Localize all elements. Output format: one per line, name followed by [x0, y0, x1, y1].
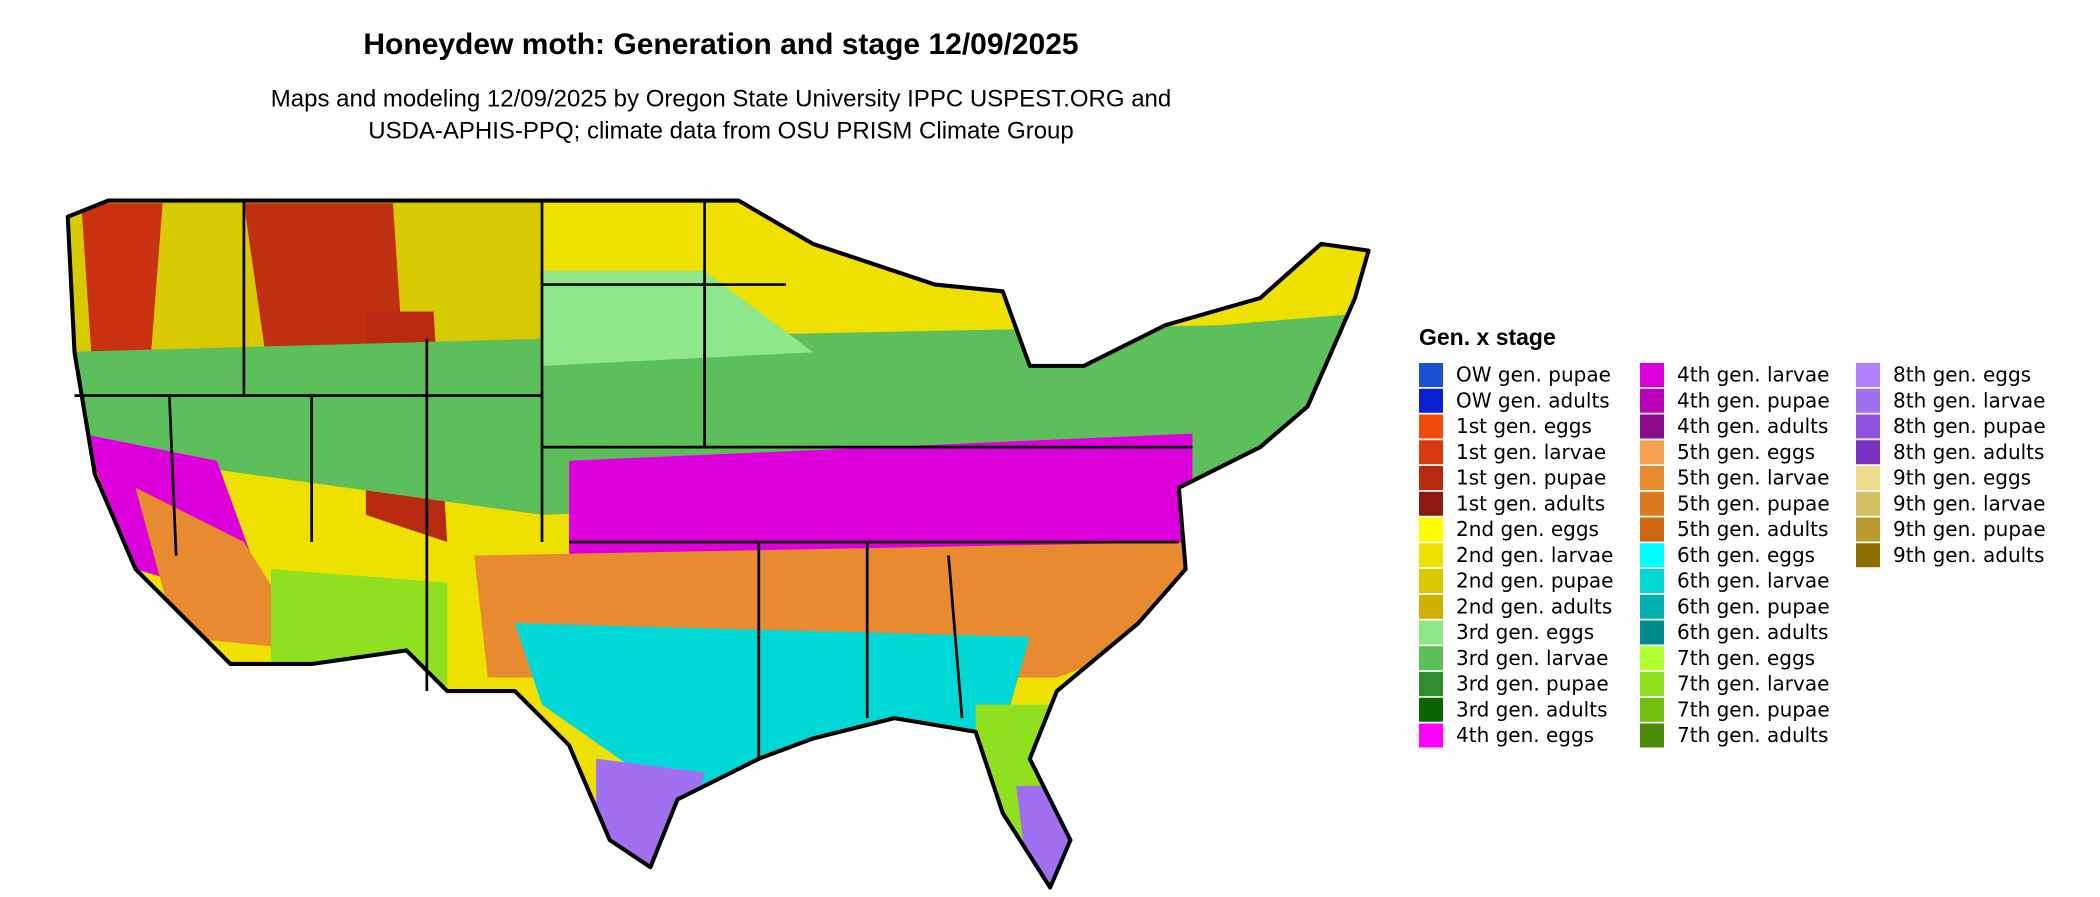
legend-swatch — [1640, 672, 1664, 696]
legend-swatch — [1640, 723, 1664, 748]
legend-label: 7th gen. larvae — [1677, 672, 1829, 696]
legend-swatch — [1856, 388, 1880, 413]
legend-swatch — [1419, 363, 1443, 387]
legend-swatch — [1419, 466, 1443, 490]
legend-swatch — [1640, 517, 1664, 542]
legend-swatch — [1640, 646, 1664, 671]
legend-swatch — [1640, 594, 1664, 619]
legend-label: 6th gen. adults — [1677, 620, 1828, 644]
legend-label: 5th gen. pupae — [1677, 491, 1830, 515]
legend-label: 9th gen. adults — [1893, 543, 2044, 567]
legend-swatch — [1419, 414, 1443, 439]
legend-label: 3rd gen. pupae — [1456, 672, 1609, 696]
legend-label: 7th gen. pupae — [1677, 697, 1830, 721]
legend-label: 8th gen. pupae — [1893, 414, 2046, 438]
legend-label: 2nd gen. adults — [1456, 594, 1612, 618]
legend-label: 3rd gen. adults — [1456, 697, 1607, 721]
legend-swatch — [1419, 672, 1443, 696]
legend-label: OW gen. pupae — [1456, 363, 1611, 387]
legend-swatch — [1419, 620, 1443, 645]
legend-swatch — [1640, 491, 1664, 516]
legend-label: 1st gen. pupae — [1456, 466, 1606, 490]
legend-swatch — [1856, 466, 1880, 490]
legend-label: 8th gen. adults — [1893, 440, 2044, 464]
legend-label: 7th gen. eggs — [1677, 646, 1815, 670]
legend-swatch — [1856, 491, 1880, 516]
legend-label: 4th gen. pupae — [1677, 388, 1830, 412]
legend-label: 7th gen. adults — [1677, 723, 1828, 747]
legend-label: 4th gen. adults — [1677, 414, 1828, 438]
legend-label: 6th gen. larvae — [1677, 569, 1829, 593]
legend-swatch — [1640, 414, 1664, 439]
legend-label: 8th gen. eggs — [1893, 363, 2031, 387]
legend-swatch — [1419, 697, 1443, 722]
legend-swatch — [1419, 646, 1443, 671]
legend-swatch — [1419, 491, 1443, 516]
legend-swatch — [1419, 569, 1443, 593]
legend-swatch — [1640, 697, 1664, 722]
legend-label: 2nd gen. eggs — [1456, 517, 1599, 541]
legend-swatch — [1419, 440, 1443, 465]
legend-label: OW gen. adults — [1456, 388, 1610, 412]
legend-swatch — [1640, 543, 1664, 568]
legend-label: 2nd gen. larvae — [1456, 543, 1613, 567]
legend-label: 1st gen. eggs — [1456, 414, 1592, 438]
subtitle: USDA-APHIS-PPQ; climate data from OSU PR… — [368, 117, 1074, 144]
title: Honeydew moth: Generation and stage 12/0… — [363, 28, 1078, 61]
legend-swatch — [1856, 363, 1880, 387]
legend-swatch — [1640, 440, 1664, 465]
legend-label: 9th gen. larvae — [1893, 491, 2045, 515]
legend-label: 3rd gen. eggs — [1456, 620, 1594, 644]
legend-label: 1st gen. adults — [1456, 491, 1605, 515]
legend-label: 6th gen. pupae — [1677, 594, 1830, 618]
legend-swatch — [1640, 363, 1664, 387]
legend-label: 2nd gen. pupae — [1456, 569, 1613, 593]
legend-label: 3rd gen. larvae — [1456, 646, 1608, 670]
legend-swatch — [1640, 620, 1664, 645]
legend-swatch — [1856, 440, 1880, 465]
legend-swatch — [1419, 388, 1443, 413]
legend-swatch — [1856, 517, 1880, 542]
legend-label: 6th gen. eggs — [1677, 543, 1815, 567]
legend-swatch — [1419, 543, 1443, 568]
legend-swatch — [1640, 569, 1664, 593]
legend-label: 5th gen. eggs — [1677, 440, 1815, 464]
legend-title: Gen. x stage — [1419, 324, 1556, 350]
legend-label: 8th gen. larvae — [1893, 388, 2045, 412]
legend-swatch — [1856, 543, 1880, 568]
legend-swatch — [1640, 466, 1664, 490]
map — [65, 198, 1371, 890]
legend-swatch — [1640, 388, 1664, 413]
legend-label: 1st gen. larvae — [1456, 440, 1606, 464]
legend-label: 9th gen. eggs — [1893, 466, 2031, 490]
legend-swatch — [1419, 517, 1443, 542]
legend-swatch — [1419, 594, 1443, 619]
legend-label: 4th gen. eggs — [1456, 723, 1594, 747]
legend-label: 4th gen. larvae — [1677, 363, 1829, 387]
legend-label: 5th gen. adults — [1677, 517, 1828, 541]
legend-label: 9th gen. pupae — [1893, 517, 2046, 541]
subtitle: Maps and modeling 12/09/2025 by Oregon S… — [271, 85, 1171, 112]
legend-swatch — [1419, 723, 1443, 748]
legend-label: 5th gen. larvae — [1677, 466, 1829, 490]
legend-swatch — [1856, 414, 1880, 439]
